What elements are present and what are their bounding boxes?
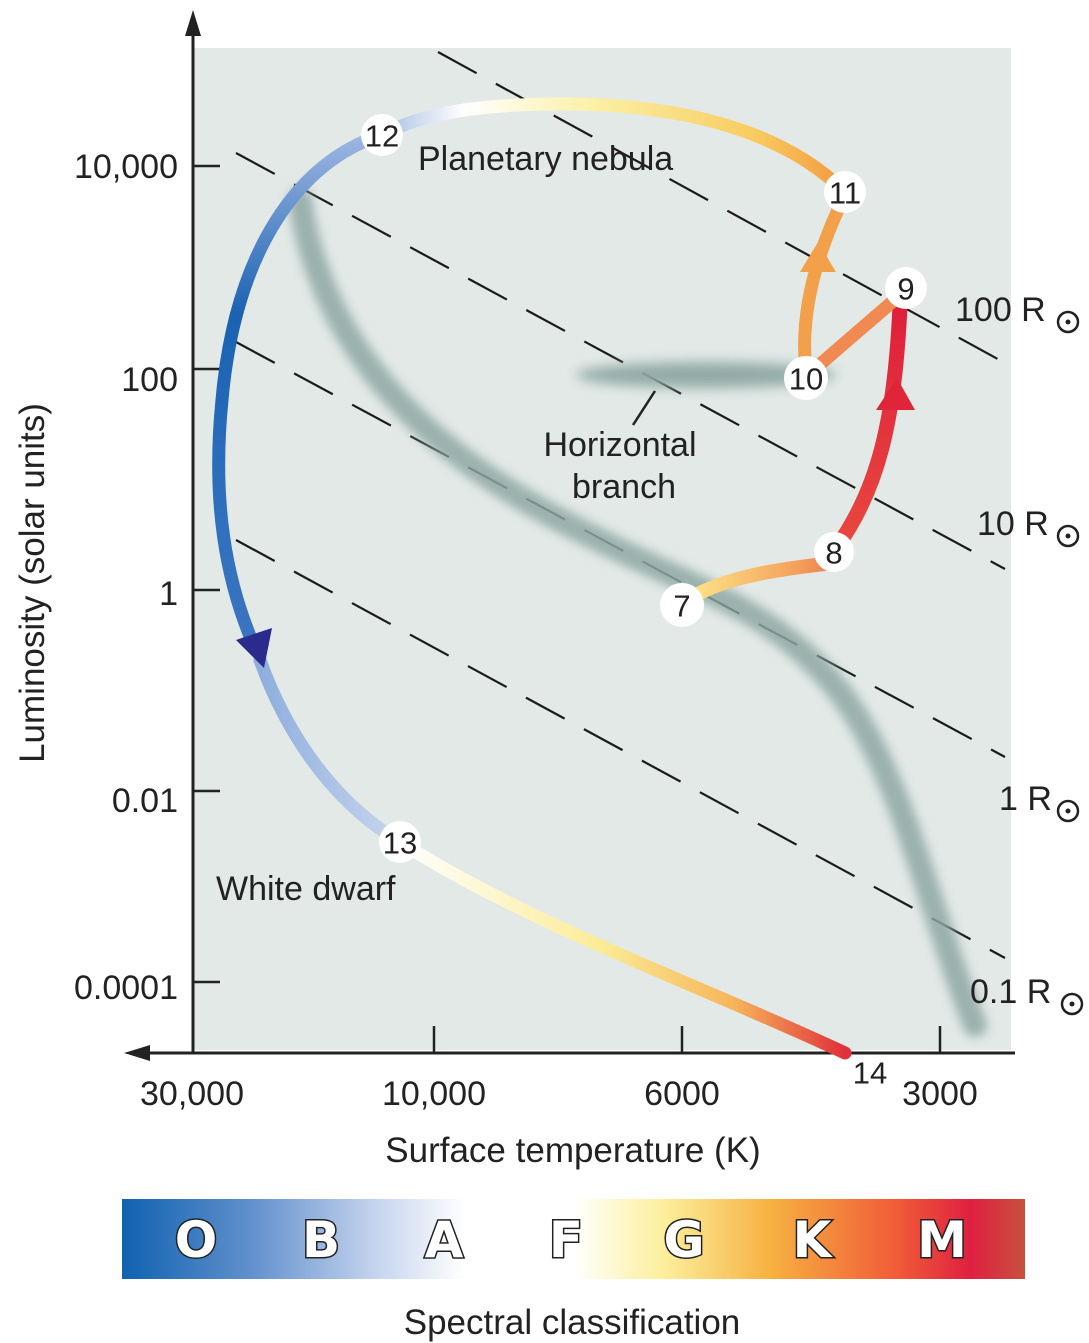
evolution-track (212, 97, 908, 1060)
x-tick-labels: 30,000 10,000 6000 3000 (140, 1075, 978, 1113)
stage-label: 7 (673, 589, 690, 624)
radius-line-10 (235, 152, 1006, 570)
x-tick-label: 6000 (644, 1075, 720, 1113)
track-asymptotic-giant (798, 188, 852, 379)
spectral-letters: O B A F G K M (173, 1210, 968, 1271)
x-axis-title: Surface temperature (K) (385, 1131, 760, 1170)
spectral-class-letter: M (917, 1211, 967, 1269)
label-white-dwarf: White dwarf (216, 870, 396, 908)
y-axis-arrowhead (185, 10, 201, 36)
radius-label-100: 100 R (955, 291, 1080, 334)
sun-symbol-icon (1056, 524, 1080, 548)
stage-14: 14 (853, 1056, 887, 1091)
track-planetary-nebula (375, 97, 850, 197)
radius-label-1: 1 R (999, 780, 1080, 823)
stage-12: 12 (361, 114, 403, 156)
stage-label: 13 (383, 826, 417, 861)
track-wd-final (393, 835, 852, 1060)
stage-label: 9 (897, 272, 914, 307)
track-wd-cooling (253, 653, 407, 849)
axes (146, 32, 1015, 1055)
stage-10: 10 (784, 356, 828, 400)
spectral-class-letter: F (549, 1211, 583, 1269)
radius-label-text: 1 R (999, 780, 1052, 818)
sun-symbol-icon (1060, 992, 1084, 1016)
stage-11: 11 (824, 171, 866, 213)
horizontal-branch-band (576, 362, 836, 388)
arrowhead-red-giant (876, 378, 915, 410)
stage-label: 12 (365, 119, 399, 154)
radius-label-10: 10 R (977, 505, 1080, 548)
arrowhead-agb (800, 242, 836, 272)
x-ticks (432, 1026, 942, 1053)
spectral-class-letter: K (793, 1211, 834, 1269)
x-axis-arrowhead (124, 1045, 150, 1061)
stage-9: 9 (885, 267, 927, 309)
label-horizontal-branch-2: branch (572, 468, 676, 506)
track-red-giant (828, 297, 908, 556)
y-tick-labels: 10,000 100 1 0.01 0.0001 (74, 148, 178, 1007)
y-tick-label: 1 (159, 575, 178, 613)
y-tick-label: 0.01 (112, 782, 178, 820)
stage-label: 14 (853, 1056, 887, 1091)
radius-label-text: 0.1 R (970, 973, 1051, 1011)
stage-label: 8 (825, 536, 842, 571)
track-core-contraction (212, 128, 389, 655)
spectral-bar (122, 1199, 1025, 1279)
spectral-class-letter: G (663, 1211, 704, 1269)
radius-label-text: 10 R (977, 505, 1049, 543)
y-tick-label: 0.0001 (74, 969, 178, 1007)
label-planetary-nebula: Planetary nebula (418, 140, 673, 178)
spectral-class-letter: B (302, 1211, 340, 1269)
x-tick-label: 3000 (902, 1075, 978, 1113)
stage-7: 7 (660, 583, 704, 627)
spectral-title: Spectral classification (404, 1303, 741, 1342)
y-ticks (193, 164, 220, 984)
stage-label: 10 (789, 362, 823, 397)
spectral-class-letter: O (175, 1211, 218, 1269)
stage-8: 8 (814, 532, 854, 572)
arrowhead-white-dwarf (236, 628, 272, 668)
x-tick-label: 30,000 (140, 1075, 244, 1113)
label-horizontal-branch-1: Horizontal (543, 426, 696, 464)
y-axis-title: Luminosity (solar units) (13, 403, 52, 763)
radius-label-text: 100 R (955, 291, 1046, 329)
sun-symbol-icon (1056, 310, 1080, 334)
stage-label: 11 (829, 176, 861, 211)
y-tick-label: 100 (121, 361, 178, 399)
horizontal-branch-pointer (631, 390, 657, 426)
spectral-class-letter: A (425, 1211, 464, 1269)
stage-13: 13 (379, 821, 421, 863)
y-tick-label: 10,000 (74, 148, 178, 186)
x-tick-label: 10,000 (382, 1075, 486, 1113)
radius-line-01 (235, 539, 1006, 959)
radius-label-01: 0.1 R (970, 973, 1084, 1016)
sun-symbol-icon (1056, 799, 1080, 823)
